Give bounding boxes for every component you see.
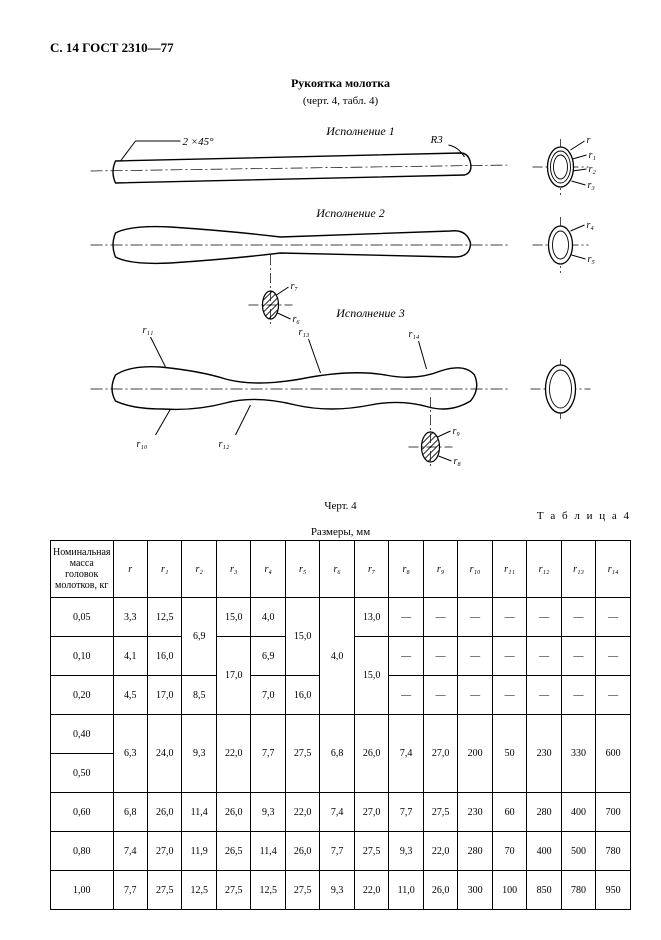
variant2-label: Исполнение 2 <box>315 206 384 220</box>
figure-title: Рукоятка молотка <box>50 76 631 91</box>
label-r13: r₁₃ <box>299 327 310 338</box>
col-r1: r₁ <box>148 541 182 598</box>
col-r13: r₁₃ <box>561 541 595 598</box>
figure-4: Исполнение 1 2 ×45° R3 r r₁ r₂ <box>50 117 631 492</box>
label-r9: r₉ <box>453 426 461 437</box>
col-r6: r₆ <box>320 541 354 598</box>
col-r2: r₂ <box>182 541 216 598</box>
table-row: 0,80 7,4 27,0 11,9 26,5 11,4 26,0 7,7 27… <box>51 832 631 871</box>
label-r5: r₅ <box>588 254 596 265</box>
col-r8: r₈ <box>389 541 423 598</box>
col-r11: r₁₁ <box>492 541 526 598</box>
label-r10: r₁₀ <box>137 439 148 450</box>
label-r7: r₇ <box>291 281 299 292</box>
col-r: r <box>113 541 147 598</box>
handle-3 <box>112 367 477 410</box>
table-row: 0,60 6,8 26,0 11,4 26,0 9,3 22,0 7,4 27,… <box>51 793 631 832</box>
col-r4: r₄ <box>251 541 285 598</box>
figure-subtitle: (черт. 4, табл. 4) <box>50 95 631 107</box>
col-mass: Номинальная масса головок молотков, кг <box>51 541 114 598</box>
col-r5: r₅ <box>285 541 319 598</box>
label-r1: r₁ <box>589 150 596 161</box>
chamfer-label: 2 ×45° <box>183 136 215 148</box>
col-r10: r₁₀ <box>458 541 492 598</box>
label-r8: r₈ <box>454 456 462 467</box>
variant3-label: Исполнение 3 <box>335 306 404 320</box>
label-r3: r₃ <box>588 180 596 191</box>
label-r12: r₁₂ <box>219 439 230 450</box>
table-row: 1,00 7,7 27,5 12,5 27,5 12,5 27,5 9,3 22… <box>51 871 631 910</box>
page-header: С. 14 ГОСТ 2310—77 <box>50 40 631 56</box>
table-row: 0,05 3,3 12,5 6,9 15,0 4,0 15,0 4,0 13,0… <box>51 598 631 637</box>
col-r3: r₃ <box>216 541 250 598</box>
col-r14: r₁₄ <box>596 541 631 598</box>
dimensions-label: Размеры, мм <box>50 526 631 538</box>
label-r2: r₂ <box>589 164 597 175</box>
col-r9: r₉ <box>423 541 457 598</box>
label-r4: r₄ <box>587 220 595 231</box>
table-header-row: Номинальная масса головок молотков, кг r… <box>51 541 631 598</box>
label-r11: r₁₁ <box>143 325 154 336</box>
r3-annot: R3 <box>430 134 444 146</box>
label-r6: r₆ <box>293 314 301 325</box>
col-r7: r₇ <box>354 541 388 598</box>
dimensions-table: Номинальная масса головок молотков, кг r… <box>50 540 631 910</box>
variant1-label: Исполнение 1 <box>325 124 394 138</box>
label-r14: r₁₄ <box>409 329 420 340</box>
col-r12: r₁₂ <box>527 541 561 598</box>
table-row: 0,40 6,3 24,0 9,3 22,0 7,7 27,5 6,8 26,0… <box>51 715 631 754</box>
label-r: r <box>587 135 591 146</box>
